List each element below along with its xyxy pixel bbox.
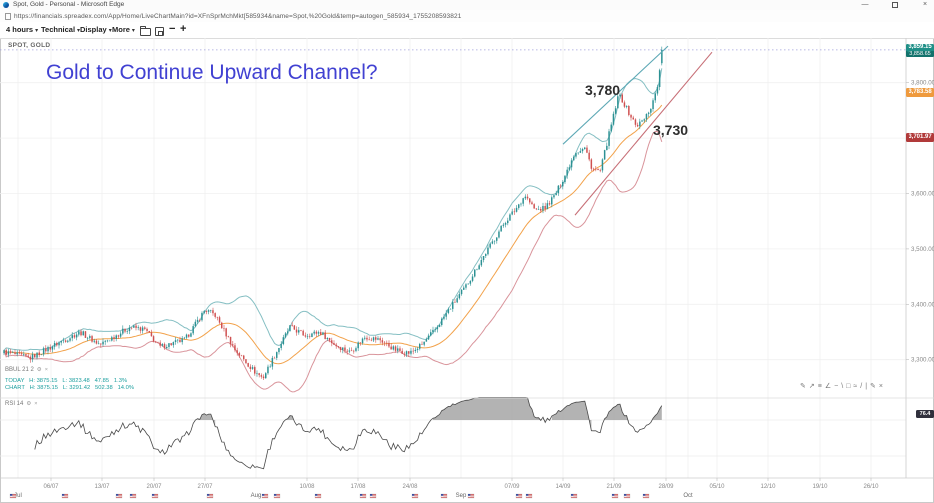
instrument-label: SPOT, GOLD xyxy=(8,42,51,49)
zoom-in-icon[interactable]: + xyxy=(180,23,187,35)
timeframe-dropdown[interactable]: 4 hours xyxy=(6,25,38,34)
svg-text:3,500.00: 3,500.00 xyxy=(911,246,934,253)
price-axis: 3,800.003,700.003,600.003,500.003,400.00… xyxy=(906,80,934,364)
svg-text:13/07: 13/07 xyxy=(94,484,110,490)
svg-text:14/09: 14/09 xyxy=(555,484,571,490)
draw-tool-icon[interactable]: □ xyxy=(846,382,851,390)
technical-dropdown[interactable]: Technical xyxy=(41,25,80,34)
svg-text:3,400.00: 3,400.00 xyxy=(911,301,934,308)
draw-tool-icon[interactable]: | xyxy=(865,382,868,390)
zoom-out-icon[interactable]: − xyxy=(169,23,176,35)
draw-tool-icon[interactable]: ≈ xyxy=(853,382,858,390)
svg-text:Aug: Aug xyxy=(251,493,262,499)
svg-text:3,600.00: 3,600.00 xyxy=(911,191,934,198)
svg-text:12/10: 12/10 xyxy=(760,484,776,490)
svg-text:Sep: Sep xyxy=(456,493,467,499)
minimize-button[interactable]: — xyxy=(861,1,869,8)
restore-button[interactable] xyxy=(888,0,902,9)
svg-text:05/10: 05/10 xyxy=(709,484,725,490)
draw-tool-icon[interactable]: ✎ xyxy=(800,382,806,390)
price-annotation[interactable]: 3,780 xyxy=(585,82,621,98)
legend-chart-row: CHART H: 3875.15 L: 3291.42 502.38 14.0% xyxy=(5,385,135,391)
svg-text:06/07: 06/07 xyxy=(43,484,59,490)
indicator-close-icon[interactable]: × xyxy=(44,367,48,373)
svg-text:07/09: 07/09 xyxy=(504,484,520,490)
indicator-settings-icon[interactable]: ⚙ xyxy=(36,367,42,373)
channel-lower xyxy=(574,51,713,216)
draw-tool-icon[interactable]: \ xyxy=(841,382,844,390)
svg-text:21/09: 21/09 xyxy=(606,484,622,490)
svg-text:Oct: Oct xyxy=(683,493,693,499)
candles xyxy=(3,46,663,380)
svg-text:Jul: Jul xyxy=(14,493,22,499)
more-dropdown[interactable]: More xyxy=(112,25,135,34)
legend-today-row: TODAY H: 3875.15 L: 3823.48 47.85 1.3% xyxy=(5,377,128,384)
svg-text:17/08: 17/08 xyxy=(350,484,366,490)
save-chart-icon[interactable] xyxy=(155,27,164,36)
trendlines[interactable] xyxy=(562,45,713,216)
draw-toolbar: ✎ ↗ ≡ ∠ − \ □ ≈ / | ✎ × xyxy=(800,383,883,391)
chart-headline[interactable]: Gold to Continue Upward Channel? xyxy=(46,61,378,84)
current-price-marker: 3,859.15 3,858.65 xyxy=(906,43,934,57)
pane-frame xyxy=(0,38,934,479)
event-flags xyxy=(9,493,650,499)
lower-band-marker: 3,701.97 xyxy=(906,132,934,142)
close-button[interactable]: × xyxy=(922,1,928,8)
draw-tool-icon[interactable]: ≡ xyxy=(817,382,822,390)
bollinger-legend: BBUL 21 2 ⚙ × xyxy=(5,367,48,373)
draw-tool-icon[interactable]: / xyxy=(860,382,863,390)
svg-text:24/08: 24/08 xyxy=(402,484,418,490)
svg-text:3,300.00: 3,300.00 xyxy=(911,357,934,364)
middle-band-marker: 3,783.58 xyxy=(906,87,934,97)
rsi-indicator xyxy=(0,397,906,470)
draw-tool-icon[interactable]: × xyxy=(878,382,883,390)
edge-app-icon xyxy=(3,2,9,8)
price-chart-canvas[interactable]: 3,800.003,700.003,600.003,500.003,400.00… xyxy=(0,38,934,503)
url-text[interactable]: https://financials.spreadex.com/App/Home… xyxy=(14,12,462,20)
draw-tool-icon[interactable]: ↗ xyxy=(808,382,815,390)
open-chart-icon[interactable] xyxy=(140,26,151,36)
rsi-legend-text: RSI 14 xyxy=(5,400,24,407)
channel-upper xyxy=(562,45,669,145)
current-price-sub-value: 3,858.65 xyxy=(906,50,934,57)
bollinger-legend-text: BBUL 21 2 xyxy=(5,367,34,373)
display-dropdown[interactable]: Display xyxy=(80,25,112,34)
rsi-close-icon[interactable]: × xyxy=(34,400,38,407)
x-axis: 06/07 13/07 20/07 27/07 10/08 17/08 24/08 07/09… xyxy=(14,478,879,499)
window-title: Spot, Gold - Personal - Microsoft Edge xyxy=(13,1,125,8)
svg-text:28/09: 28/09 xyxy=(658,484,674,490)
rsi-legend: RSI 14 ⚙ × xyxy=(5,401,38,407)
price-annotation[interactable]: 3,730 xyxy=(653,122,689,138)
svg-text:3,800.00: 3,800.00 xyxy=(911,80,934,87)
draw-tool-icon[interactable]: ∠ xyxy=(824,382,832,390)
page-icon xyxy=(5,13,11,20)
draw-tool-icon[interactable]: − xyxy=(834,382,839,390)
rsi-value-marker: 76.4 xyxy=(916,410,934,418)
svg-text:20/07: 20/07 xyxy=(146,484,162,490)
current-price-value: 3,859.15 xyxy=(908,43,932,50)
draw-tool-icon[interactable]: ✎ xyxy=(870,382,876,390)
chart-toolbar: 4 hours Technical Display More − + xyxy=(0,22,934,39)
svg-text:27/07: 27/07 xyxy=(197,484,213,490)
svg-text:10/08: 10/08 xyxy=(299,484,315,490)
svg-text:26/10: 26/10 xyxy=(863,484,879,490)
rsi-settings-icon[interactable]: ⚙ xyxy=(26,400,32,407)
svg-text:19/10: 19/10 xyxy=(812,484,828,490)
